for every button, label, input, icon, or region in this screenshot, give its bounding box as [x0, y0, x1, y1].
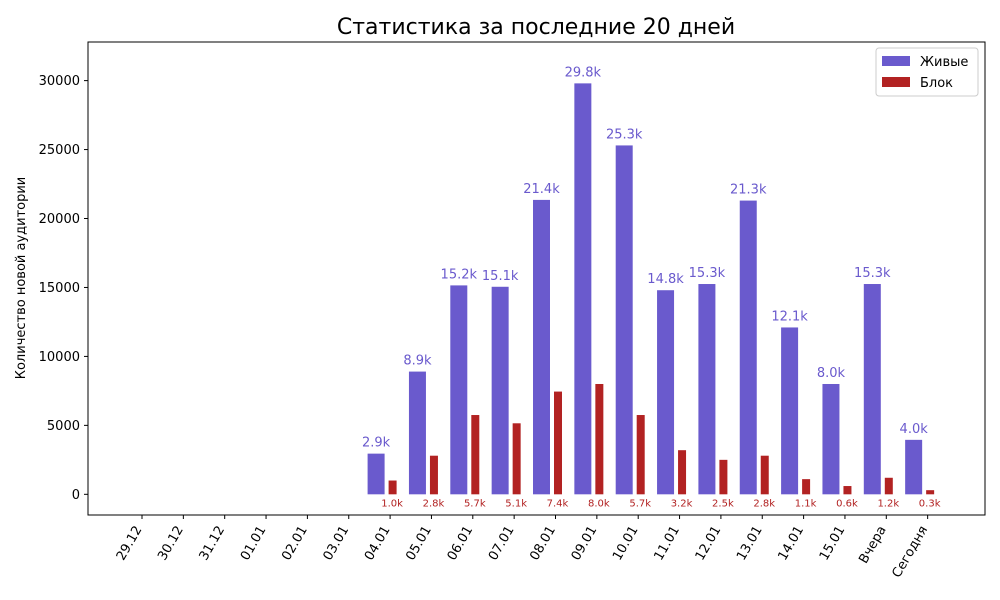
x-tick-label: 05.01 [403, 524, 435, 564]
bar-blocked [802, 479, 811, 495]
bar-live [574, 83, 592, 495]
bar-label-live: 15.1k [482, 269, 519, 284]
bar-label-blocked: 1.2k [877, 498, 899, 509]
x-tick-label: 15.01 [817, 524, 849, 564]
x-tick-label: 11.01 [651, 524, 683, 564]
bar-live [739, 200, 757, 495]
y-tick-label: 10000 [39, 350, 80, 365]
bar-label-blocked: 0.3k [919, 498, 941, 509]
bar-blocked [554, 391, 562, 495]
x-tick-label: 03.01 [321, 524, 353, 564]
y-tick-label: 15000 [39, 281, 80, 296]
bar-live [408, 371, 426, 495]
bar-label-live: 29.8k [565, 65, 602, 80]
x-tick-label: Вчера [856, 524, 889, 567]
bar-label-blocked: 5.7k [464, 498, 486, 509]
y-tick-label: 0 [72, 488, 80, 503]
bar-blocked [429, 455, 438, 495]
bar-live [533, 199, 550, 495]
bar-live [657, 290, 675, 495]
x-tick-label: 29.12 [114, 524, 146, 564]
y-axis-ticks: 0 5000 10000 15000 20000 25000 30000 [39, 74, 88, 503]
bar-blocked [636, 415, 645, 495]
bar-label-live: 15.3k [854, 266, 891, 281]
bar-live [367, 453, 385, 495]
bar-live [863, 284, 881, 495]
bar-blocked [678, 450, 687, 495]
bar-label-blocked: 2.8k [423, 498, 445, 509]
bar-label-blocked: 1.1k [795, 498, 817, 509]
plot-area-frame [87, 41, 986, 516]
bar-live [615, 145, 633, 495]
bar-label-blocked: 5.1k [505, 498, 527, 509]
y-axis-label: Количество новой аудитории [14, 177, 29, 380]
x-tick-label: 06.01 [445, 524, 477, 564]
x-tick-label: 08.01 [527, 524, 559, 564]
x-tick-label: 01.01 [238, 524, 270, 564]
bar-blocked [471, 415, 480, 495]
bar-label-live: 25.3k [606, 127, 643, 142]
bar-label-blocked: 1.0k [381, 498, 403, 509]
y-tick-label: 25000 [39, 143, 80, 158]
bar-label-live: 4.0k [900, 422, 929, 437]
bar-label-blocked: 8.0k [588, 498, 610, 509]
chart-title: Статистика за последние 20 дней [337, 15, 735, 40]
x-tick-label: 07.01 [486, 524, 518, 564]
x-tick-label: 02.01 [279, 524, 311, 564]
bar-label-live: 14.8k [647, 272, 684, 287]
bar-blocked [926, 490, 935, 495]
bar-blocked [843, 486, 852, 495]
x-tick-label: 12.01 [693, 524, 725, 564]
bar-blocked [760, 455, 769, 495]
bar-label-live: 8.0k [817, 366, 846, 381]
legend: Живые Блок [875, 47, 979, 97]
bar-blocked [388, 480, 397, 495]
legend-swatch-blocked [882, 77, 910, 87]
x-tick-label: 10.01 [610, 524, 642, 564]
y-tick-label: 30000 [39, 74, 80, 89]
bar-label-live: 12.1k [771, 309, 808, 324]
bar-labels-group: 2.9k 1.0k 8.9k 2.8k 15.2k 5.7k 15.1k 5.1k 21.4k 7… [362, 65, 941, 509]
bar-label-live: 8.9k [403, 354, 432, 369]
bar-label-blocked: 2.5k [712, 498, 734, 509]
bar-blocked [595, 383, 604, 495]
legend-label-live: Живые [920, 55, 968, 70]
x-tick-label: 04.01 [362, 524, 394, 564]
bar-label-blocked: 0.6k [836, 498, 858, 509]
bar-label-live: 15.3k [689, 266, 726, 281]
x-tick-label: 31.12 [197, 524, 229, 564]
bar-label-live: 21.4k [523, 182, 560, 197]
y-tick-label: 5000 [47, 419, 80, 434]
bar-label-live: 15.2k [441, 267, 478, 282]
x-tick-label: 14.01 [775, 524, 807, 564]
legend-label-blocked: Блок [920, 76, 953, 91]
bar-live [491, 286, 509, 495]
bar-live [781, 327, 799, 495]
x-tick-label: 13.01 [734, 524, 766, 564]
bar-live [450, 285, 468, 495]
bar-live [905, 439, 923, 495]
x-tick-label: Сегодня [890, 524, 932, 581]
bar-blocked [884, 477, 893, 495]
bar-live [698, 284, 716, 495]
bar-blocked [512, 423, 521, 495]
bar-label-blocked: 5.7k [629, 498, 651, 509]
bar-label-blocked: 7.4k [547, 498, 569, 509]
x-tick-label: 30.12 [155, 524, 187, 564]
x-axis-ticks: 29.12 30.12 31.12 01.01 02.01 03.01 04.01 05.01… [114, 515, 931, 581]
bars-group [367, 83, 935, 495]
y-tick-label: 20000 [39, 212, 80, 227]
bar-label-blocked: 3.2k [671, 498, 693, 509]
legend-swatch-live [882, 56, 910, 66]
bar-label-live: 21.3k [730, 183, 767, 198]
bar-live [822, 383, 840, 495]
x-tick-label: 09.01 [569, 524, 601, 564]
bar-label-live: 2.9k [362, 436, 391, 451]
bar-label-blocked: 2.8k [753, 498, 775, 509]
bar-blocked [719, 459, 728, 495]
